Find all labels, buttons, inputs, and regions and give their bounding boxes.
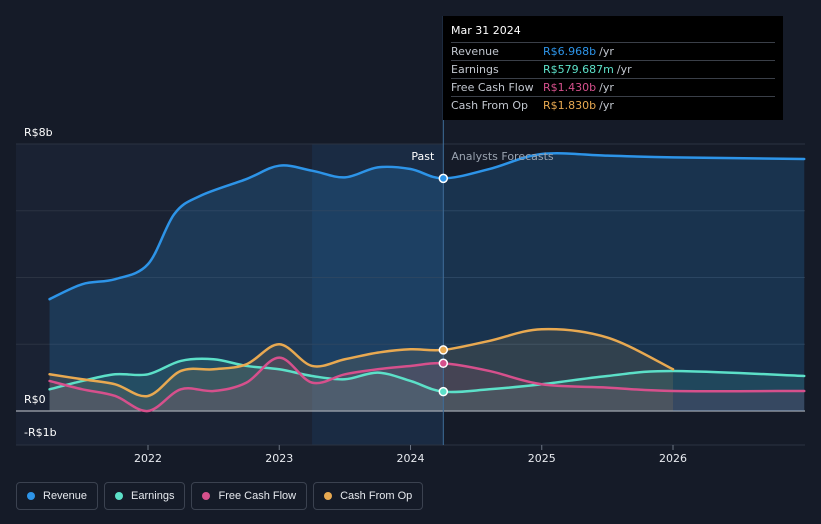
- legend-label: Free Cash Flow: [218, 490, 297, 502]
- legend-dot-icon: [115, 492, 124, 500]
- free-cash-flow-area: [49, 357, 805, 412]
- legend-item-cash-from-op[interactable]: Cash From Op: [313, 482, 424, 510]
- legend: Revenue Earnings Free Cash Flow Cash Fro…: [16, 482, 424, 510]
- revenue-area: [49, 153, 805, 411]
- tooltip: Mar 31 2024 Revenue R$6.968b /yr Earning…: [443, 16, 783, 120]
- y-label-zero: R$0: [24, 393, 46, 406]
- legend-item-free-cash-flow[interactable]: Free Cash Flow: [191, 482, 308, 510]
- legend-item-earnings[interactable]: Earnings: [104, 482, 186, 510]
- earnings-line: [48, 357, 806, 394]
- earnings-marker: [438, 386, 449, 397]
- revenue-marker: [438, 173, 449, 184]
- tooltip-row-earnings: Earnings R$579.687m /yr: [451, 61, 775, 79]
- tooltip-unit: /yr: [599, 45, 614, 58]
- cash-from-op-marker: [438, 345, 449, 355]
- free-cash-flow-line: [48, 356, 806, 413]
- legend-label: Revenue: [43, 490, 88, 502]
- tooltip-value: R$1.430b: [543, 81, 597, 94]
- cash-from-op-line: [48, 327, 675, 398]
- tooltip-label: Free Cash Flow: [451, 81, 534, 94]
- forecast-label: Analysts Forecasts: [451, 150, 554, 163]
- tooltip-row-revenue: Revenue R$6.968b /yr: [451, 43, 775, 61]
- tooltip-date: Mar 31 2024: [451, 22, 775, 43]
- x-axis-ticks: 2022 2023 2024 2025 2026: [134, 445, 687, 465]
- x-tick-label: 2026: [659, 452, 687, 465]
- past-label: Past: [411, 150, 435, 163]
- tooltip-value: R$1.830b: [543, 99, 597, 112]
- earnings-area: [49, 358, 805, 411]
- tooltip-row-cash-from-op: Cash From Op R$1.830b /yr: [451, 97, 775, 114]
- legend-label: Earnings: [131, 490, 175, 502]
- highlight-band: [312, 144, 444, 445]
- tooltip-unit: /yr: [599, 99, 614, 112]
- x-tick-label: 2025: [528, 452, 556, 465]
- free-cash-flow-marker: [438, 358, 449, 369]
- tooltip-label: Cash From Op: [451, 99, 529, 112]
- legend-dot-icon: [324, 492, 333, 500]
- tooltip-label: Earnings: [451, 63, 499, 76]
- tooltip-row-free-cash-flow: Free Cash Flow R$1.430b /yr: [451, 79, 775, 97]
- x-tick-label: 2022: [134, 452, 162, 465]
- y-label-top: R$8b: [24, 126, 53, 139]
- x-tick-label: 2023: [265, 452, 293, 465]
- legend-dot-icon: [202, 492, 211, 500]
- tooltip-unit: /yr: [599, 81, 614, 94]
- tooltip-value: R$579.687m: [543, 63, 614, 76]
- tooltip-value: R$6.968b: [543, 45, 597, 58]
- tooltip-markers: [438, 173, 449, 397]
- series-lines: [48, 152, 806, 413]
- y-label-bottom: -R$1b: [24, 426, 57, 439]
- x-tick-label: 2024: [397, 452, 425, 465]
- tooltip-label: Revenue: [451, 45, 499, 58]
- revenue-line: [48, 152, 806, 301]
- legend-label: Cash From Op: [340, 490, 413, 502]
- legend-item-revenue[interactable]: Revenue: [16, 482, 99, 510]
- legend-dot-icon: [27, 492, 35, 500]
- tooltip-unit: /yr: [616, 63, 632, 76]
